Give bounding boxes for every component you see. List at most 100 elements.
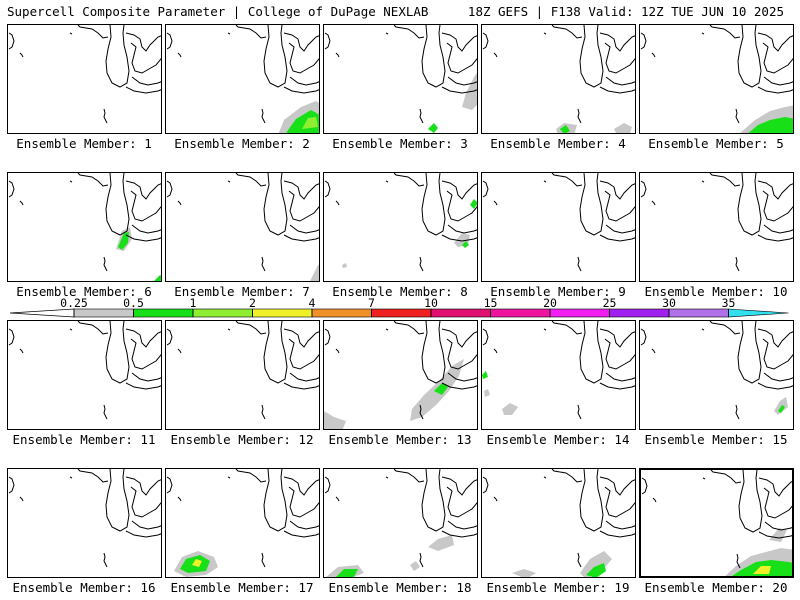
ensemble-member-panel[interactable] xyxy=(165,320,320,430)
member-caption: Ensemble Member: 17 xyxy=(170,580,314,595)
coastline xyxy=(235,469,267,483)
coastline xyxy=(335,496,340,502)
coastline xyxy=(577,552,582,568)
coastline xyxy=(125,86,161,94)
member-map xyxy=(482,321,635,420)
member-caption: Ensemble Member: 4 xyxy=(490,136,626,151)
coastline xyxy=(8,328,15,346)
coastline xyxy=(235,25,267,39)
scp-contour-green xyxy=(462,241,469,248)
coastline xyxy=(227,180,231,183)
scp-contour-green xyxy=(470,199,477,209)
coastline xyxy=(599,530,635,538)
coastline xyxy=(447,372,477,382)
coastline xyxy=(604,42,635,74)
run-info: 18Z GEFS | F138 Valid: 12Z TUE JUN 10 20… xyxy=(467,4,784,19)
ensemble-member-panel[interactable] xyxy=(481,320,636,430)
coastline xyxy=(393,321,425,335)
ensemble-member-panel[interactable] xyxy=(481,172,636,282)
coastline xyxy=(130,190,161,222)
coastline xyxy=(19,52,24,58)
coastline xyxy=(335,52,340,58)
coastline xyxy=(324,180,331,198)
coastline xyxy=(227,328,231,331)
coastline xyxy=(235,321,267,335)
coastline xyxy=(77,321,109,335)
coastline xyxy=(738,470,763,533)
coastline xyxy=(447,76,477,86)
coastline xyxy=(579,25,604,88)
ensemble-member-panel[interactable] xyxy=(165,24,320,134)
coastline xyxy=(762,42,793,74)
colorbar-segment xyxy=(73,308,134,318)
ensemble-member-panel[interactable] xyxy=(7,24,162,134)
ensemble-member-panel[interactable] xyxy=(7,468,162,578)
coastline xyxy=(599,32,635,52)
member-map xyxy=(324,321,477,429)
coastline xyxy=(762,338,793,370)
coastline xyxy=(762,190,793,222)
ensemble-member-panel[interactable] xyxy=(481,24,636,134)
coastline xyxy=(131,224,161,234)
coastline xyxy=(419,108,424,124)
colorbar-level-label: 2 xyxy=(249,296,256,310)
ensemble-member-panel[interactable] xyxy=(7,172,162,282)
ensemble-member-panel[interactable] xyxy=(323,24,478,134)
colorbar-segment xyxy=(311,308,372,318)
coastline xyxy=(283,32,319,52)
coastline xyxy=(543,328,547,331)
coastline xyxy=(335,348,340,354)
colorbar-level-label: 10 xyxy=(424,296,438,310)
ensemble-member-panel[interactable] xyxy=(165,468,320,578)
member-caption: Ensemble Member: 8 xyxy=(332,284,468,299)
coastline xyxy=(709,25,741,39)
coastline xyxy=(125,530,161,538)
coastline xyxy=(651,348,656,354)
coastline xyxy=(177,496,182,502)
ensemble-member-panel[interactable] xyxy=(165,172,320,282)
coastline xyxy=(735,404,740,420)
ensemble-member-panel[interactable] xyxy=(323,468,478,578)
header: Supercell Composite Parameter | College … xyxy=(0,0,800,24)
coastline xyxy=(763,224,793,234)
coastline xyxy=(441,180,477,200)
member-caption: Ensemble Member: 10 xyxy=(644,284,788,299)
coastline xyxy=(737,173,762,236)
scp-contour-gray xyxy=(502,403,518,415)
scp-contour-gray xyxy=(410,561,420,571)
coastline xyxy=(543,476,547,479)
coastline xyxy=(227,476,231,479)
coastline xyxy=(130,486,161,518)
coastline xyxy=(261,108,266,124)
ensemble-member-panel[interactable] xyxy=(481,468,636,578)
scp-contour-green xyxy=(434,383,448,395)
coastline xyxy=(446,42,477,74)
ensemble-member-panel[interactable] xyxy=(7,320,162,430)
ensemble-member-panel[interactable] xyxy=(639,172,794,282)
ensemble-member-panel[interactable] xyxy=(639,24,794,134)
coastline xyxy=(421,173,446,236)
scp-contour-gray xyxy=(512,569,536,577)
member-map xyxy=(324,469,477,577)
coastline xyxy=(69,476,73,479)
ensemble-member-panel[interactable] xyxy=(323,172,478,282)
member-caption: Ensemble Member: 15 xyxy=(644,432,788,447)
coastline xyxy=(709,173,741,187)
coastline xyxy=(335,200,340,206)
coastline xyxy=(69,180,73,183)
coastline xyxy=(103,404,108,420)
coastline xyxy=(757,328,793,348)
colorbar-above-triangle xyxy=(728,308,789,318)
coastline xyxy=(605,372,635,382)
coastline xyxy=(493,496,498,502)
coastline xyxy=(77,25,109,39)
coastline xyxy=(283,180,319,200)
ensemble-member-panel[interactable] xyxy=(639,468,794,578)
coastline xyxy=(8,32,15,50)
ensemble-member-panel[interactable] xyxy=(639,320,794,430)
coastline xyxy=(177,52,182,58)
ensemble-member-panel[interactable] xyxy=(323,320,478,430)
scp-contour-green xyxy=(586,563,606,577)
coastline xyxy=(324,476,331,494)
colorbar-segment xyxy=(371,308,432,318)
